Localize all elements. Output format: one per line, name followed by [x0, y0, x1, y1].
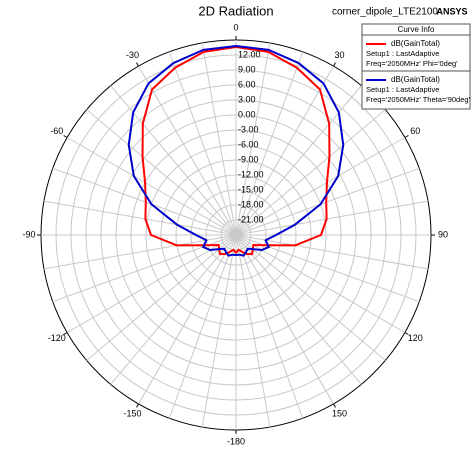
- grid-spoke: [235, 42, 271, 236]
- grid-spoke: [235, 51, 304, 236]
- grid-spoke: [235, 234, 334, 405]
- angle-tick-label: -90: [22, 229, 35, 239]
- grid-spoke: [138, 65, 237, 236]
- r-tick-label: -15.00: [238, 184, 264, 194]
- r-tick-label: 3.00: [238, 94, 256, 104]
- legend-box: [361, 23, 471, 110]
- grid-spoke: [201, 42, 237, 236]
- grid-spoke: [201, 234, 237, 428]
- grid-spoke: [86, 234, 237, 361]
- grid-spoke: [235, 234, 406, 333]
- r-tick-label: 12.00: [238, 49, 261, 59]
- grid-spoke: [168, 234, 237, 419]
- angle-tick-label: 30: [334, 50, 344, 60]
- grid-spoke: [235, 137, 406, 236]
- grid-spoke: [235, 234, 386, 361]
- legend-label: dB(GainTotal): [391, 75, 440, 84]
- grid-spoke: [43, 200, 237, 236]
- angle-tick: [63, 135, 68, 138]
- angle-tick: [333, 403, 336, 408]
- legend: Curve Info dB(GainTotal)Setup1 : LastAda…: [361, 23, 471, 110]
- grid-spoke: [235, 234, 362, 385]
- r-tick-label: -3.00: [238, 124, 259, 134]
- angle-tick-label: -60: [50, 126, 63, 136]
- grid-spoke: [235, 85, 362, 236]
- angle-tick: [136, 62, 139, 67]
- legend-condition: Freq='2050MHz' Theta='90deg': [366, 95, 471, 104]
- grid-spoke: [235, 109, 386, 236]
- r-tick-label: 0.00: [238, 109, 256, 119]
- curve: [127, 45, 345, 257]
- angle-tick-label: -180: [227, 436, 245, 446]
- brand: ANSYS: [436, 6, 467, 16]
- legend-label: dB(GainTotal): [391, 39, 440, 48]
- angle-tick: [404, 332, 409, 335]
- curves: [127, 45, 345, 257]
- r-tick-label: -21.00: [238, 214, 264, 224]
- angle-tick: [333, 62, 336, 67]
- grid-spoke: [235, 234, 271, 428]
- grid-spoke: [66, 234, 237, 333]
- grid-spoke: [86, 109, 237, 236]
- grid-spoke: [52, 167, 237, 236]
- r-tick-label: -9.00: [238, 154, 259, 164]
- angle-tick: [63, 332, 68, 335]
- r-tick-label: -6.00: [238, 139, 259, 149]
- grid-spoke: [110, 234, 237, 385]
- chart-title: 2D Radiation: [198, 3, 273, 18]
- legend-setup: Setup1 : LastAdaptive: [366, 49, 439, 58]
- grid-spoke: [235, 167, 420, 236]
- legend-title: Curve Info: [398, 25, 435, 34]
- angle-tick-label: -30: [126, 50, 139, 60]
- r-tick-label: 6.00: [238, 79, 256, 89]
- r-tick-label: -18.00: [238, 199, 264, 209]
- grid-spoke: [138, 234, 237, 405]
- angle-tick: [136, 403, 139, 408]
- grid-spoke: [66, 137, 237, 236]
- grid-spoke: [110, 85, 237, 236]
- labels: -21.00 -18.00 -15.00 -12.00 -9.00 -6.00 -3.00 0…: [22, 22, 448, 446]
- angle-tick-label: 60: [410, 126, 420, 136]
- legend-condition: Freq='2050MHz' Phi='0deg': [366, 59, 458, 68]
- subtitle: corner_dipole_LTE2100: [332, 7, 438, 18]
- grid-spoke: [43, 234, 237, 270]
- angle-tick-label: 120: [408, 333, 423, 343]
- grid-spoke: [235, 200, 429, 236]
- grid-spoke: [235, 234, 304, 419]
- grid-spoke: [168, 51, 237, 236]
- angle-tick-label: 0: [233, 22, 238, 32]
- r-tick-label: -12.00: [238, 169, 264, 179]
- angle-tick-label: 150: [332, 409, 347, 419]
- legend-items: dB(GainTotal)Setup1 : LastAdaptiveFreq='…: [362, 39, 471, 104]
- angle-tick: [404, 135, 409, 138]
- r-tick-label: 9.00: [238, 64, 256, 74]
- angle-tick-label: -150: [123, 409, 141, 419]
- angle-tick-label: 90: [438, 229, 448, 239]
- grid: [37, 36, 435, 434]
- grid-spoke: [235, 65, 334, 236]
- grid-spoke: [235, 234, 429, 270]
- legend-setup: Setup1 : LastAdaptive: [366, 85, 439, 94]
- angle-tick-label: -120: [48, 333, 66, 343]
